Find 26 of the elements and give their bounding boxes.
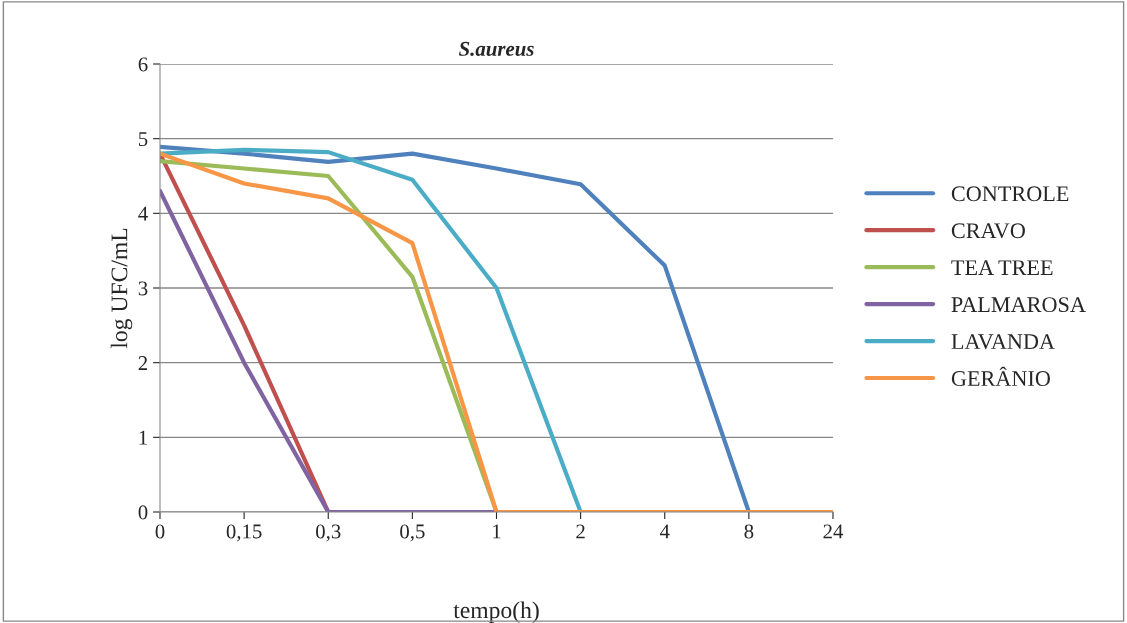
y-tick-label: 1 [139, 430, 147, 445]
y-tick-label: 3 [138, 281, 148, 296]
x-tick-label: 0,15 [226, 524, 262, 542]
legend-label: GERÂNIO [951, 366, 1050, 387]
y-tick-label: 6 [138, 57, 148, 72]
y-axis-title: log UFC/mL [110, 228, 133, 349]
y-tick-label: 2 [138, 356, 148, 370]
x-tick-label: 4 [659, 524, 670, 539]
legend-label: TEA TREE [951, 260, 1053, 275]
legend-label: PALMAROSA [951, 297, 1086, 313]
legend-label: LAVANDA [951, 334, 1055, 350]
x-tick-label: 0 [155, 524, 165, 539]
legend-label: CONTROLE [951, 186, 1069, 202]
legend-label: CRAVO [951, 223, 1025, 239]
x-tick-label: 0,3 [316, 524, 341, 542]
x-tick-label: 2 [576, 524, 585, 539]
line-series [160, 147, 583, 512]
x-axis-title: tempo(h) [453, 601, 539, 623]
x-tick-label: 1 [493, 524, 501, 539]
x-tick-label: 8 [744, 524, 754, 539]
y-tick-label: 4 [138, 206, 148, 221]
x-tick-label: 24 [823, 524, 844, 539]
chart-title: S.aureus [458, 41, 534, 56]
y-tick-label: 5 [138, 132, 148, 147]
y-tick-label: 0 [138, 505, 148, 520]
x-tick-label: 0,5 [400, 524, 425, 542]
